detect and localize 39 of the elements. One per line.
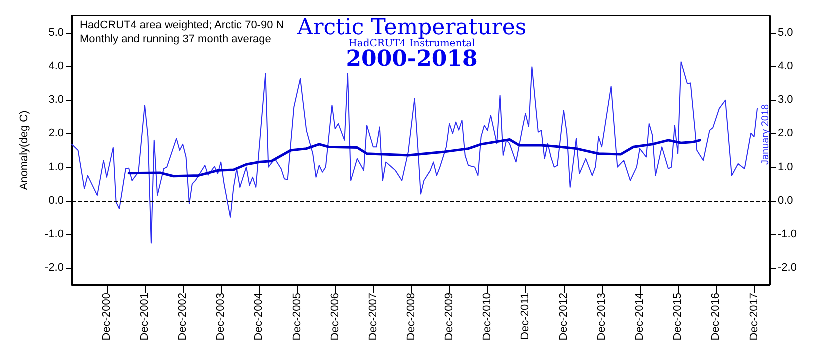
x-tick-label: Dec-2015	[672, 293, 684, 341]
y-tick-label: 4.0	[48, 60, 64, 72]
y2-tick-label: 1.0	[778, 161, 794, 174]
x-tick-label: Dec-2011	[520, 293, 532, 340]
y-tick-label: 2.0	[48, 128, 64, 140]
y-axis-title: Anomaly(deg C)	[18, 110, 30, 190]
y2-tick-label: -1.0	[778, 228, 797, 241]
x-tick-label: Dec-2007	[367, 293, 380, 341]
x-tick-label: Dec-2005	[291, 293, 304, 341]
y2-tick-label: 3.0	[778, 94, 794, 106]
y-tick-label: 1.0	[48, 161, 64, 174]
x-tick-label: Dec-2004	[253, 293, 266, 341]
x-tick-label: Dec-2006	[329, 293, 342, 341]
x-tick-label: Dec-2010	[482, 293, 494, 341]
x-tick-label: Dec-2008	[406, 293, 418, 341]
y-tick-label: -2.0	[45, 262, 64, 274]
x-tick-label: Dec-2002	[177, 293, 190, 341]
x-tick-label: Dec-2014	[634, 293, 646, 341]
x-tick-label: Dec-2012	[558, 293, 570, 341]
x-tick-label: Dec-2003	[215, 293, 228, 341]
x-tick-label: Dec-2017	[748, 293, 760, 341]
y2-tick-label: 4.0	[778, 60, 794, 72]
line-series	[128, 138, 702, 178]
annotation: January 2018	[760, 104, 772, 165]
y2-tick-label: 0.0	[778, 194, 794, 207]
y2-tick-label: -2.0	[778, 262, 797, 274]
x-tick-label: Dec-2016	[710, 293, 722, 341]
annotation: HadCRUT4 area weighted; Arctic 70-90 N	[80, 20, 284, 32]
y-tick-label: 5.0	[48, 26, 64, 39]
y-tick-label: 0.0	[48, 194, 64, 207]
x-tick-label: Dec-2013	[596, 293, 608, 341]
x-tick-label: Dec-2009	[444, 293, 456, 341]
y2-tick-label: 5.0	[778, 26, 794, 39]
x-tick-label: Dec-2001	[138, 293, 151, 341]
x-tick-label: Dec-2000	[100, 293, 113, 341]
y2-tick-label: 2.0	[778, 128, 794, 140]
y-tick-label: 3.0	[48, 94, 64, 106]
annotation: Monthly and running 37 month average	[80, 34, 272, 46]
y-tick-label: -1.0	[45, 228, 64, 241]
